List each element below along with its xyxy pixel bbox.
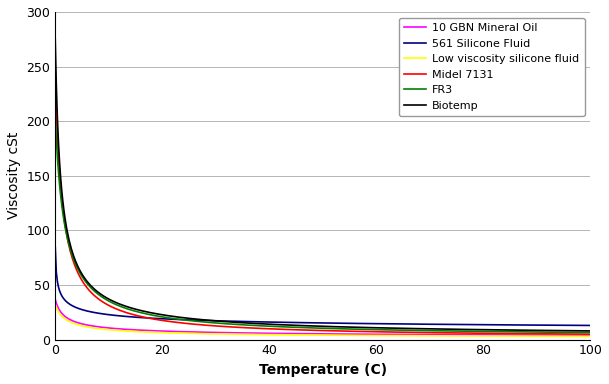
FR3 bbox=[306, 326, 313, 330]
10 GBN Mineral Oil bbox=[586, 333, 594, 338]
Low viscosity silicone fluid bbox=[52, 302, 59, 307]
Line: 561 Silicone Fluid: 561 Silicone Fluid bbox=[55, 247, 590, 325]
Low viscosity silicone fluid bbox=[306, 333, 313, 338]
FR3 bbox=[309, 326, 316, 330]
FR3 bbox=[52, 114, 59, 119]
561 Silicone Fluid bbox=[586, 323, 594, 328]
561 Silicone Fluid bbox=[490, 323, 498, 327]
Biotemp bbox=[574, 328, 581, 333]
Low viscosity silicone fluid bbox=[586, 334, 594, 339]
561 Silicone Fluid bbox=[52, 245, 59, 249]
10 GBN Mineral Oil bbox=[52, 297, 59, 301]
Low viscosity silicone fluid bbox=[490, 334, 498, 338]
561 Silicone Fluid bbox=[574, 323, 581, 328]
Midel 7131 bbox=[490, 331, 498, 336]
FR3 bbox=[586, 330, 594, 335]
Midel 7131 bbox=[52, 77, 59, 82]
10 GBN Mineral Oil bbox=[309, 331, 316, 336]
X-axis label: Temperature (C): Temperature (C) bbox=[259, 363, 387, 377]
Y-axis label: Viscosity cSt: Viscosity cSt bbox=[7, 132, 21, 220]
FR3 bbox=[574, 330, 581, 335]
Midel 7131 bbox=[341, 329, 348, 333]
Biotemp bbox=[490, 328, 498, 332]
FR3 bbox=[490, 329, 498, 334]
FR3 bbox=[341, 326, 348, 331]
10 GBN Mineral Oil bbox=[574, 333, 581, 338]
Legend: 10 GBN Mineral Oil, 561 Silicone Fluid, Low viscosity silicone fluid, Midel 7131: 10 GBN Mineral Oil, 561 Silicone Fluid, … bbox=[398, 18, 585, 116]
FR3 bbox=[370, 327, 377, 332]
Biotemp bbox=[309, 324, 316, 328]
10 GBN Mineral Oil bbox=[490, 333, 498, 337]
Midel 7131 bbox=[309, 328, 316, 333]
Line: FR3: FR3 bbox=[55, 117, 590, 333]
Low viscosity silicone fluid bbox=[370, 333, 377, 338]
Midel 7131 bbox=[574, 332, 581, 336]
Line: Midel 7131: Midel 7131 bbox=[55, 79, 590, 334]
561 Silicone Fluid bbox=[370, 321, 377, 326]
561 Silicone Fluid bbox=[309, 321, 316, 325]
561 Silicone Fluid bbox=[341, 321, 348, 326]
561 Silicone Fluid bbox=[306, 321, 313, 325]
10 GBN Mineral Oil bbox=[306, 331, 313, 336]
Biotemp bbox=[306, 324, 313, 328]
10 GBN Mineral Oil bbox=[370, 332, 377, 337]
Midel 7131 bbox=[306, 328, 313, 333]
Biotemp bbox=[52, 37, 59, 41]
Biotemp bbox=[586, 329, 594, 333]
Low viscosity silicone fluid bbox=[574, 334, 581, 339]
10 GBN Mineral Oil bbox=[341, 332, 348, 336]
Biotemp bbox=[370, 325, 377, 330]
Low viscosity silicone fluid bbox=[341, 333, 348, 338]
Midel 7131 bbox=[586, 332, 594, 336]
Line: 10 GBN Mineral Oil: 10 GBN Mineral Oil bbox=[55, 299, 590, 335]
Line: Biotemp: Biotemp bbox=[55, 39, 590, 331]
Low viscosity silicone fluid bbox=[309, 333, 316, 338]
Line: Low viscosity silicone fluid: Low viscosity silicone fluid bbox=[55, 305, 590, 336]
Midel 7131 bbox=[370, 329, 377, 334]
Biotemp bbox=[341, 324, 348, 329]
